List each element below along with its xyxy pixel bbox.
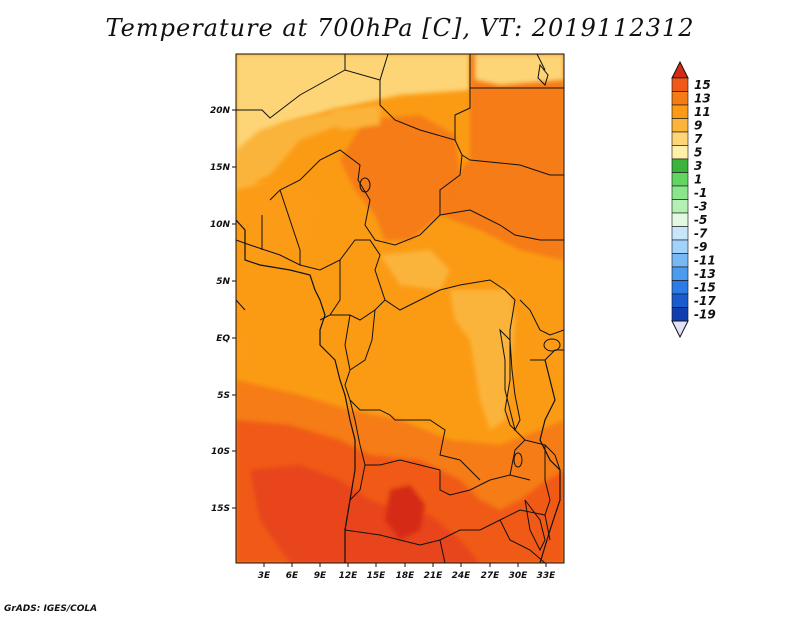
map-frame bbox=[235, 53, 565, 564]
lat-tick-label: 15N bbox=[210, 163, 231, 173]
colorbar-label: 13 bbox=[694, 91, 711, 105]
lon-tick-label: 33E bbox=[537, 571, 557, 581]
credit-text: GrADS: IGES/COLA bbox=[4, 604, 98, 614]
coastline bbox=[236, 219, 561, 563]
temperature-field bbox=[236, 54, 564, 563]
colorbar-top-arrow bbox=[671, 60, 689, 79]
colorbar-swatch bbox=[671, 172, 689, 187]
colorbar-swatch bbox=[671, 118, 689, 133]
colorbar-swatch bbox=[671, 280, 689, 295]
lon-tick-label: 9E bbox=[314, 571, 327, 581]
lon-tick-label: 21E bbox=[424, 571, 444, 581]
colorbar-swatch bbox=[671, 104, 689, 119]
colorbar-swatch bbox=[671, 199, 689, 214]
country-borders bbox=[236, 54, 564, 563]
colorbar-label: -11 bbox=[694, 253, 716, 267]
lon-tick-label: 3E bbox=[258, 571, 271, 581]
colorbar-bottom-arrow bbox=[671, 320, 689, 339]
colorbar-swatch bbox=[671, 266, 689, 281]
lon-tick-label: 15E bbox=[367, 571, 387, 581]
lat-tick-label: 10N bbox=[210, 220, 231, 230]
colorbar-label: -1 bbox=[694, 186, 707, 200]
colorbar-swatch bbox=[671, 212, 689, 227]
colorbar-swatch bbox=[671, 239, 689, 254]
colorbar-label: -3 bbox=[694, 199, 707, 213]
colorbar-label: 7 bbox=[694, 132, 703, 146]
colorbar-swatch bbox=[671, 158, 689, 173]
colorbar-swatch bbox=[671, 253, 689, 268]
colorbar-label: -5 bbox=[694, 213, 707, 227]
lon-axis: 3E 6E 9E 12E 15E 18E 21E 24E 27E 30E 33E bbox=[258, 563, 556, 581]
colorbar-swatch bbox=[671, 145, 689, 160]
lat-tick-label: 10S bbox=[211, 447, 230, 457]
colorbar-swatch bbox=[671, 185, 689, 200]
colorbar-swatch bbox=[671, 77, 689, 92]
lon-tick-label: 12E bbox=[339, 571, 359, 581]
colorbar-label: -7 bbox=[694, 226, 708, 240]
lat-tick-label: 20N bbox=[210, 106, 231, 116]
colorbar-label: -9 bbox=[694, 240, 707, 254]
colorbar-label: 3 bbox=[694, 159, 702, 173]
lon-tick-label: 6E bbox=[286, 571, 299, 581]
lat-axis: 20N 15N 10N 5N EQ 5S 10S 15S bbox=[210, 106, 236, 514]
lon-tick-label: 27E bbox=[481, 571, 501, 581]
lakes bbox=[359, 63, 561, 552]
colorbar-label: 11 bbox=[694, 105, 711, 119]
map-title: Temperature at 700hPa [C], VT: 201911231… bbox=[105, 14, 695, 42]
lon-tick-label: 18E bbox=[396, 571, 416, 581]
lat-tick-label: EQ bbox=[216, 334, 230, 344]
colorbar-label: 1 bbox=[694, 172, 702, 186]
colorbar-swatch bbox=[671, 131, 689, 146]
colorbar-label: 9 bbox=[694, 118, 702, 132]
lon-tick-label: 24E bbox=[452, 571, 472, 581]
colorbar-label: 5 bbox=[694, 145, 702, 159]
colorbar-label: -13 bbox=[694, 267, 716, 281]
lat-tick-label: 5N bbox=[216, 277, 230, 287]
colorbar-swatch bbox=[671, 91, 689, 106]
colorbar-label: -19 bbox=[694, 307, 716, 321]
colorbar-label: 15 bbox=[694, 78, 711, 92]
colorbar-label: -15 bbox=[694, 280, 716, 294]
colorbar-swatch bbox=[671, 307, 689, 322]
lat-tick-label: 5S bbox=[217, 391, 230, 401]
lat-tick-label: 15S bbox=[211, 504, 230, 514]
colorbar-swatch bbox=[671, 226, 689, 241]
lon-tick-label: 30E bbox=[509, 571, 529, 581]
colorbar-label: -17 bbox=[694, 294, 716, 308]
colorbar-swatch bbox=[671, 293, 689, 308]
